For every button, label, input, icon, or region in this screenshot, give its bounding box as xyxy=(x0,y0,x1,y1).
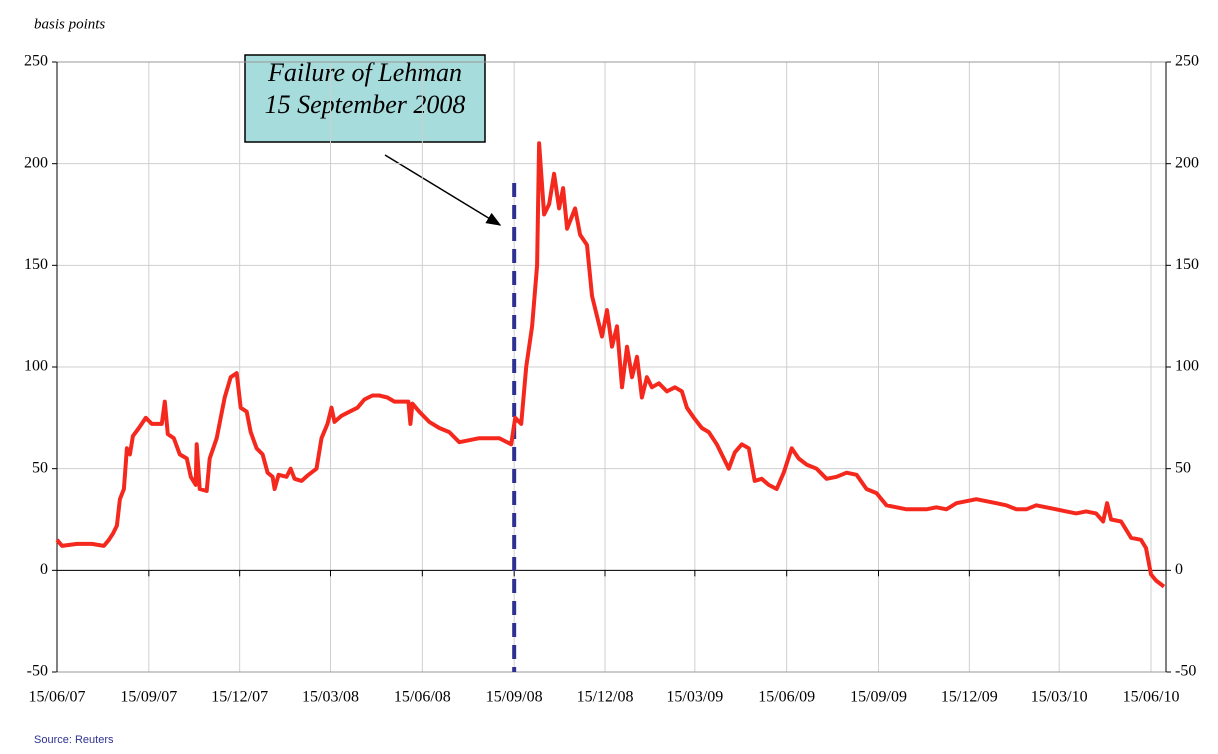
x-tick-label: 15/06/10 xyxy=(1123,689,1180,706)
y-tick-label: 200 xyxy=(24,154,48,171)
source: Source: Reuters xyxy=(34,734,114,746)
y2-tick-label: 200 xyxy=(1175,154,1199,171)
x-tick-label: 15/09/08 xyxy=(486,689,543,706)
y2-tick-label: 150 xyxy=(1175,256,1199,273)
y2-tick-label: 50 xyxy=(1175,459,1191,476)
x-tick-label: 15/03/08 xyxy=(302,689,359,706)
annotation-line: 15 September 2008 xyxy=(265,90,466,119)
y-tick-label: -50 xyxy=(27,663,48,680)
y2-tick-label: 100 xyxy=(1175,358,1199,375)
x-tick-label: 15/06/08 xyxy=(394,689,451,706)
x-tick-label: 15/12/07 xyxy=(211,689,268,706)
annotation-line: Failure of Lehman xyxy=(267,58,462,87)
x-tick-label: 15/12/09 xyxy=(941,689,998,706)
y-tick-label: 0 xyxy=(40,561,48,578)
x-tick-label: 15/03/10 xyxy=(1031,689,1088,706)
y2-tick-label: 0 xyxy=(1175,561,1183,578)
y2-tick-label: -50 xyxy=(1175,663,1196,680)
y2-tick-label: 250 xyxy=(1175,53,1199,70)
x-tick-label: 15/06/09 xyxy=(758,689,815,706)
data-line xyxy=(55,141,1166,589)
y-tick-label: 250 xyxy=(24,53,48,70)
annotation-arrow xyxy=(384,154,502,226)
y-tick-label: 100 xyxy=(24,358,48,375)
x-tick-label: 15/09/09 xyxy=(850,689,907,706)
y-tick-label: 150 xyxy=(24,256,48,273)
y-tick-label: 50 xyxy=(32,459,48,476)
subtitle: basis points xyxy=(34,16,105,32)
x-tick-label: 15/09/07 xyxy=(120,689,177,706)
x-tick-label: 15/06/07 xyxy=(29,689,86,706)
x-tick-label: 15/12/08 xyxy=(577,689,634,706)
annotation-box xyxy=(244,54,486,143)
x-tick-label: 15/03/09 xyxy=(666,689,723,706)
